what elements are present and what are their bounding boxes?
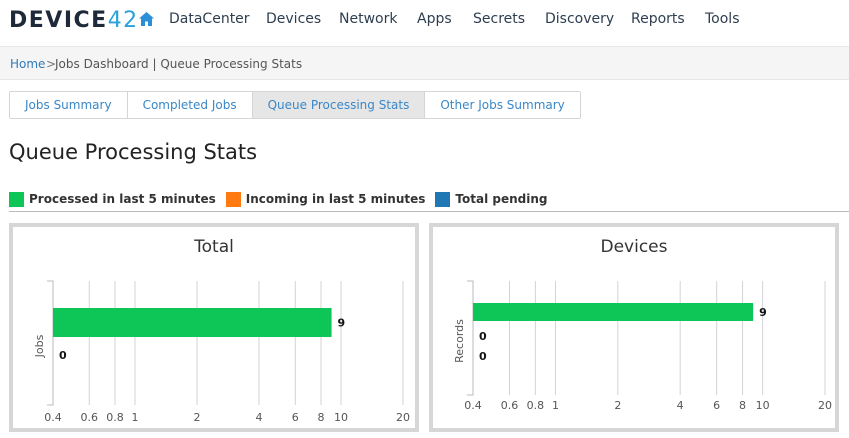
nav-apps[interactable]: Apps xyxy=(417,11,452,27)
nav-discovery[interactable]: Discovery xyxy=(545,11,615,27)
logo-number: 42 xyxy=(107,8,139,33)
legend-label-processed: Processed in last 5 minutes xyxy=(29,192,216,206)
devices-chart: Devices Records 9 0 0 0.4 0.6 0.8 1 2 4 6 8 10 20 xyxy=(453,237,832,412)
x-tick-label: 0.6 xyxy=(501,399,519,412)
chart-legend: Processed in last 5 minutes Incoming in … xyxy=(9,190,557,208)
legend-label-pending: Total pending xyxy=(455,192,548,206)
legend-item-pending[interactable]: Total pending xyxy=(435,191,548,207)
legend-swatch-incoming xyxy=(225,191,241,207)
legend-item-incoming[interactable]: Incoming in last 5 minutes xyxy=(225,191,426,207)
total-chart: Total Jobs 9 0 0.4 0.6 0.8 1 2 4 6 8 10 20 xyxy=(33,237,410,424)
x-tick-label: 6 xyxy=(713,399,720,412)
x-tick-label: 20 xyxy=(396,411,410,424)
legend-swatch-processed xyxy=(9,191,24,207)
x-tick-label: 1 xyxy=(131,411,138,424)
x-tick-label: 0.8 xyxy=(527,399,545,412)
bar-value-label: 0 xyxy=(59,349,67,362)
logo-text: DEVICE xyxy=(9,8,108,33)
y-axis xyxy=(467,280,474,396)
bar-processed-in-last-5-minutes[interactable] xyxy=(473,303,754,321)
x-tick-label: 20 xyxy=(818,399,832,412)
y-axis xyxy=(47,280,54,406)
nav-network[interactable]: Network xyxy=(339,11,398,27)
x-tick-label: 6 xyxy=(292,411,299,424)
x-tick-label: 4 xyxy=(677,399,684,412)
legend-swatch-pending xyxy=(435,191,451,207)
x-tick-label: 0.4 xyxy=(464,399,482,412)
breadcrumb-home-link[interactable]: Home xyxy=(10,57,46,71)
tab-queue-processing-stats[interactable]: Queue Processing Stats xyxy=(252,92,426,118)
nav-secrets[interactable]: Secrets xyxy=(473,11,526,27)
chart-panel-devices: Devices Records 9 0 0 0.4 0.6 0.8 1 2 4 6 8 10 20 xyxy=(429,223,839,432)
x-tick-label: 2 xyxy=(193,411,200,424)
top-nav: DEVICE42 DataCenter Devices Network Apps… xyxy=(0,0,849,40)
breadcrumb-separator: > xyxy=(46,57,57,71)
chart-title: Devices xyxy=(601,237,668,257)
nav-tools[interactable]: Tools xyxy=(705,11,740,27)
x-tick-label: 1 xyxy=(552,399,559,412)
x-tick-label: 4 xyxy=(256,411,263,424)
bar-value-label: 0 xyxy=(479,330,487,343)
bar-processed-in-last-5-minutes[interactable] xyxy=(53,308,332,337)
page-title: Queue Processing Stats xyxy=(9,140,258,164)
x-tick-label: 0.8 xyxy=(106,411,124,424)
nav-devices[interactable]: Devices xyxy=(266,11,322,27)
chart-panel-total: Total Jobs 9 0 0.4 0.6 0.8 1 2 4 6 8 10 20 xyxy=(9,223,419,432)
breadcrumb: Home > Jobs Dashboard | Queue Processing… xyxy=(0,46,849,80)
device42-logo[interactable]: DEVICE42 xyxy=(9,8,139,33)
x-tick-label: 10 xyxy=(756,399,770,412)
x-tick-label: 8 xyxy=(318,411,325,424)
bar-value-label: 0 xyxy=(479,350,487,363)
x-tick-label: 2 xyxy=(614,399,621,412)
home-icon[interactable] xyxy=(138,11,155,27)
legend-item-processed[interactable]: Processed in last 5 minutes xyxy=(9,191,216,207)
x-tick-label: 0.4 xyxy=(44,411,62,424)
legend-divider xyxy=(9,211,849,212)
tab-completed-jobs[interactable]: Completed Jobs xyxy=(127,92,253,118)
bar-value-label: 9 xyxy=(759,306,767,319)
tab-jobs-summary[interactable]: Jobs Summary xyxy=(10,92,128,118)
x-tick-label: 0.6 xyxy=(81,411,99,424)
x-tick-label: 10 xyxy=(334,411,348,424)
nav-reports[interactable]: Reports xyxy=(631,11,685,27)
tab-other-jobs-summary[interactable]: Other Jobs Summary xyxy=(425,92,580,118)
bar-value-label: 9 xyxy=(338,317,346,330)
nav-datacenter[interactable]: DataCenter xyxy=(169,11,250,27)
breadcrumb-current: Jobs Dashboard | Queue Processing Stats xyxy=(55,57,303,71)
y-axis-label: Jobs xyxy=(33,334,46,358)
y-axis-label: Records xyxy=(453,319,466,363)
x-tick-label: 8 xyxy=(739,399,746,412)
legend-label-incoming: Incoming in last 5 minutes xyxy=(245,192,426,206)
tab-bar: Jobs Summary Completed Jobs Queue Proces… xyxy=(9,91,581,119)
chart-title: Total xyxy=(193,237,234,257)
